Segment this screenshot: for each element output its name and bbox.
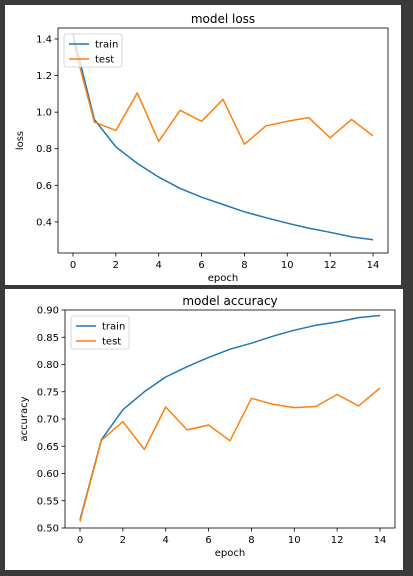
accuracy-x-tick-label: 4: [163, 535, 169, 546]
accuracy-chart: model accuracy 0 2 4 6 8 10 12 14 0.50 0.55 0.60 0.6…: [19, 294, 396, 559]
accuracy-y-tick-label: 0.80: [37, 360, 59, 371]
accuracy-chart-title: model accuracy: [182, 294, 277, 308]
accuracy-y-tick-label: 0.65: [37, 442, 59, 453]
loss-x-tick-label: 4: [156, 260, 162, 271]
loss-x-tick-label: 8: [241, 260, 247, 271]
loss-x-tick-label: 12: [324, 260, 337, 271]
accuracy-x-tick-label: 2: [120, 535, 126, 546]
accuracy-legend-test-label: test: [102, 337, 121, 348]
accuracy-y-tick-label: 0.90: [37, 306, 59, 317]
loss-test-line: [72, 40, 374, 145]
loss-x-axis-label: epoch: [208, 273, 238, 284]
loss-y-tick-label: 1.4: [36, 34, 52, 45]
accuracy-chart-panel: model accuracy 0 2 4 6 8 10 12 14 0.50 0.55 0.60 0.6…: [5, 289, 403, 570]
loss-y-tick-label: 1.0: [36, 108, 52, 119]
loss-y-axis-label: loss: [15, 131, 26, 150]
loss-legend-train-label: train: [95, 40, 118, 51]
loss-chart-title: model loss: [191, 12, 255, 26]
accuracy-x-axis-label: epoch: [215, 548, 245, 559]
loss-plot-frame: [57, 27, 389, 254]
loss-y-tick-label: 0.8: [36, 144, 52, 155]
loss-x-tick-label: 10: [281, 260, 294, 271]
loss-legend-test-label: test: [95, 55, 114, 66]
accuracy-y-tick-label: 0.75: [37, 387, 59, 398]
loss-x-tick-label: 14: [367, 260, 380, 271]
loss-x-tick-label: 6: [198, 260, 204, 271]
accuracy-y-tick-label: 0.50: [37, 524, 59, 535]
loss-y-tick-label: 0.4: [36, 217, 52, 228]
accuracy-y-axis-label: accuracy: [19, 396, 30, 441]
accuracy-legend-train-label: train: [102, 322, 125, 333]
accuracy-y-tick-label: 0.85: [37, 333, 59, 344]
accuracy-x-tick-label: 10: [288, 535, 301, 546]
accuracy-y-tick-label: 0.60: [37, 469, 59, 480]
loss-y-tick-label: 1.2: [36, 71, 52, 82]
accuracy-x-tick-label: 14: [374, 535, 387, 546]
loss-chart-panel: model loss 0 2 4 6 8 10 12 14 0.4 0.6 0.8 1.0 1.2 1.4 e…: [5, 5, 401, 285]
loss-x-tick-label: 2: [113, 260, 119, 271]
loss-x-tick-label: 0: [70, 260, 76, 271]
accuracy-train-line: [79, 314, 381, 520]
loss-y-tick-label: 0.6: [36, 181, 52, 192]
accuracy-x-tick-label: 6: [205, 535, 211, 546]
accuracy-y-tick-label: 0.70: [37, 415, 59, 426]
loss-chart: model loss 0 2 4 6 8 10 12 14 0.4 0.6 0.8 1.0 1.2 1.4 e…: [15, 12, 389, 284]
accuracy-y-tick-label: 0.55: [37, 496, 59, 507]
accuracy-x-tick-label: 12: [331, 535, 344, 546]
accuracy-x-tick-label: 0: [77, 535, 83, 546]
accuracy-x-tick-label: 8: [248, 535, 254, 546]
loss-train-line: [72, 33, 374, 241]
